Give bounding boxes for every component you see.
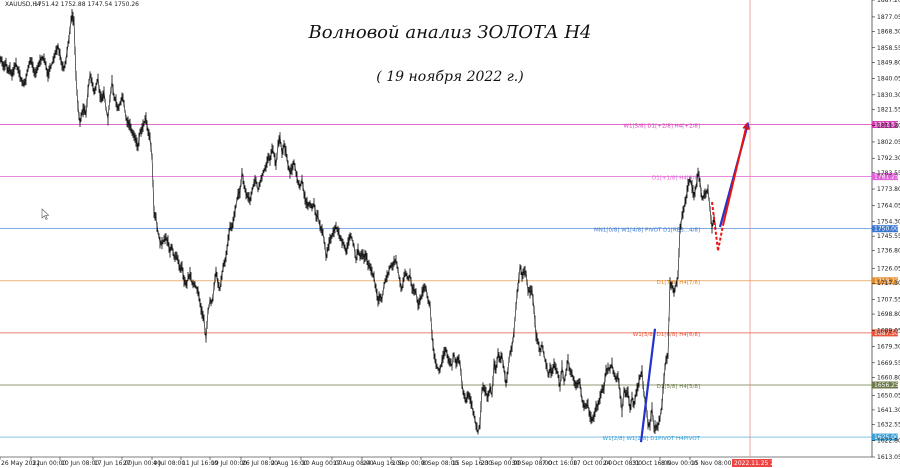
y-tick-label-14: 1754.30: [877, 219, 900, 226]
level-price-tag-1: 1781.25: [874, 174, 899, 181]
current-time-tag: 2022.11.25 20:00: [734, 460, 788, 467]
level-price-tag-4: 1687.50: [874, 330, 899, 337]
red-wave-dashed-0: [711, 201, 719, 251]
red-wave-arrowhead: [742, 122, 750, 130]
y-tick-label-6: 1830.30: [877, 92, 900, 99]
x-tick-label-12: 24 Aug 16:00: [363, 460, 404, 467]
y-tick-label-27: 1632.55: [877, 421, 900, 428]
y-tick-label-29: 1613.05: [877, 454, 900, 461]
blue-wave-segment-0: [639, 328, 657, 443]
y-tick-label-21: 1689.05: [877, 327, 900, 334]
level-price-tag-6: 1625.00: [874, 434, 899, 441]
price-series: [0, 9, 717, 435]
chart-subtitle: ( 19 ноября 2022 г.): [376, 69, 523, 85]
y-tick-label-26: 1641.30: [877, 407, 900, 414]
x-tick-label-17: 30 Sep 08:00: [512, 460, 552, 467]
level-label-2: MN1[0/8] W1[4/8] PIVOT D1[RES...4/8]: [594, 228, 700, 234]
y-tick-label-15: 1745.55: [877, 233, 900, 240]
y-tick-label-7: 1821.55: [877, 106, 900, 113]
x-tick-label-14: 8 Sep 08:00: [422, 460, 458, 467]
x-tick-label-5: 4 Jul 08:00: [153, 460, 185, 467]
cursor-arrow-icon: [41, 208, 50, 220]
x-tick-label-7: 19 Jul 00:00: [211, 460, 247, 467]
x-tick-label-16: 23 Sep 00:00: [481, 460, 521, 467]
y-tick-label-16: 1736.80: [877, 248, 900, 255]
x-tick-label-11: 17 Aug 08:00: [333, 460, 374, 467]
level-label-4: W1[3/8] D1[6/8] H4[6/8]: [633, 332, 700, 338]
level-label-5: D1[5/8] H4[5/8]: [657, 384, 700, 390]
x-tick-label-15: 15 Sep 16:00: [452, 460, 492, 467]
x-tick-label-9: 2 Aug 16:00: [271, 460, 308, 467]
level-price-tag-bg-5: [872, 381, 898, 389]
y-tick-label-23: 1669.55: [877, 360, 900, 367]
y-tick-label-2: 1868.30: [877, 29, 900, 36]
level-price-tag-2: 1750.00: [874, 226, 899, 233]
y-tick-label-10: 1792.30: [877, 155, 900, 162]
x-tick-label-2: 10 Jun 08:00: [61, 460, 99, 467]
level-price-tag-bg-1: [872, 173, 898, 181]
y-tick-label-13: 1764.05: [877, 202, 900, 209]
x-tick-label-8: 26 Jul 08:00: [242, 460, 278, 467]
level-price-tag-bg-3: [872, 277, 898, 285]
y-tick-label-8: 1811.80: [877, 123, 900, 130]
x-tick-label-3: 17 Jun 16:00: [94, 460, 132, 467]
level-label-1: D1[+1/8] H4[8/8]: [652, 176, 700, 182]
level-price-tag-3: 1718.75: [874, 278, 899, 285]
level-price-tag-bg-6: [872, 433, 898, 441]
y-tick-label-20: 1698.80: [877, 311, 900, 318]
y-tick-label-24: 1660.80: [877, 374, 900, 381]
y-axis: 1887.20 1877.05 1868.30 1858.55 1849.80 1840.…: [872, 0, 900, 461]
y-tick-label-4: 1849.80: [877, 59, 900, 66]
y-tick-label-12: 1773.80: [877, 186, 900, 193]
ohlc-header: 1751.42 1752.88 1747.54 1750.26: [34, 1, 139, 8]
red-wave-dashed-1: [717, 225, 724, 251]
x-tick-label-4: 27 Jun 00:00: [123, 460, 161, 467]
y-tick-label-11: 1783.55: [877, 170, 900, 177]
y-tick-label-5: 1840.05: [877, 76, 900, 83]
red-wave-solid: [722, 123, 748, 226]
price-line: [0, 15, 717, 434]
x-tick-label-20: 24 Oct 08:00: [603, 460, 642, 467]
y-tick-label-3: 1858.55: [877, 45, 900, 52]
x-tick-label-10: 10 Aug 00:00: [302, 460, 343, 467]
current-time-tag-bg: [732, 459, 772, 467]
level-price-tag-bg-0: [872, 121, 898, 129]
x-tick-label-0: 26 May 2022: [1, 460, 40, 467]
y-tick-label-9: 1802.05: [877, 139, 900, 146]
chart-title: Волновой анализ ЗОЛОТА H4: [307, 22, 591, 43]
y-tick-label-25: 1650.05: [877, 392, 900, 399]
levels-layer: W1[5/8] D1[+2/8] H4[+2/8] 1812.50 D1[+1/8]…: [0, 0, 899, 457]
level-price-tag-bg-2: [872, 225, 898, 233]
y-tick-label-28: 1622.80: [877, 438, 900, 445]
x-tick-label-21: 31 Oct 16:00: [632, 460, 671, 467]
x-tick-label-19: 17 Oct 00:00: [573, 460, 612, 467]
y-tick-label-0: 1887.20: [877, 0, 900, 4]
x-tick-label-22: 8 Nov 00:00: [661, 460, 698, 467]
y-tick-label-18: 1717.30: [877, 280, 900, 287]
x-tick-label-6: 11 Jul 16:00: [182, 460, 218, 467]
level-label-0: W1[5/8] D1[+2/8] H4[+2/8]: [624, 124, 700, 130]
x-tick-label-13: 1 Sep 00:00: [392, 460, 428, 467]
x-tick-label-23: 15 Nov 08:00: [691, 460, 732, 467]
level-price-tag-0: 1812.50: [874, 122, 899, 129]
x-tick-label-1: 3 Jun 00:00: [32, 460, 66, 467]
level-price-tag-5: 1656.25: [874, 382, 899, 389]
wave-projection-layer: [639, 122, 750, 443]
y-tick-label-19: 1707.55: [877, 296, 900, 303]
y-tick-label-1: 1877.05: [877, 14, 900, 21]
symbol-header: XAUUSD,H4: [5, 1, 41, 8]
y-tick-label-17: 1726.05: [877, 266, 900, 273]
x-tick-label-18: 7 Oct 16:00: [542, 460, 577, 467]
level-label-6: W1[2/8] W1[2/8] D1PIVOT H4PIVOT: [603, 436, 701, 442]
y-tick-label-22: 1679.30: [877, 344, 900, 351]
level-label-3: D1[7/8] H4[7/8]: [657, 280, 700, 286]
level-price-tag-bg-4: [872, 329, 898, 337]
